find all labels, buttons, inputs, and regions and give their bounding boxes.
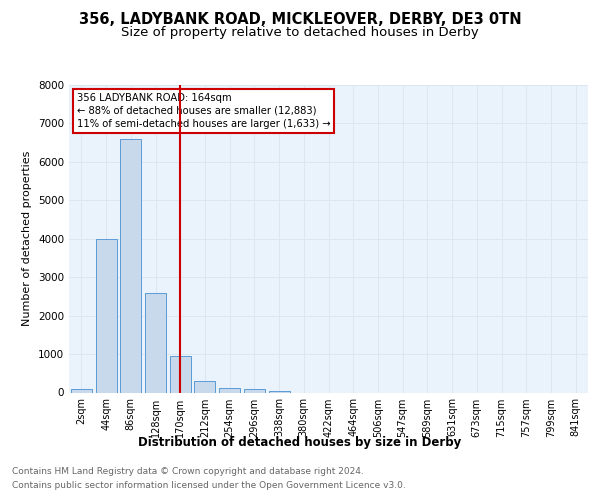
Bar (244, 388, 265, 392)
Y-axis label: Number of detached properties: Number of detached properties (22, 151, 32, 326)
Bar (95, 239, 116, 392)
Bar (120, 139, 141, 392)
Bar (219, 388, 240, 392)
Text: 356 LADYBANK ROAD: 164sqm
← 88% of detached houses are smaller (12,883)
11% of s: 356 LADYBANK ROAD: 164sqm ← 88% of detac… (77, 92, 331, 129)
Bar (145, 292, 166, 392)
Bar (194, 381, 215, 392)
Text: Distribution of detached houses by size in Derby: Distribution of detached houses by size … (139, 436, 461, 449)
Text: Contains public sector information licensed under the Open Government Licence v3: Contains public sector information licen… (12, 480, 406, 490)
Text: Contains HM Land Registry data © Crown copyright and database right 2024.: Contains HM Land Registry data © Crown c… (12, 466, 364, 475)
Text: 356, LADYBANK ROAD, MICKLEOVER, DERBY, DE3 0TN: 356, LADYBANK ROAD, MICKLEOVER, DERBY, D… (79, 12, 521, 26)
Bar (269, 390, 290, 392)
Bar (71, 388, 92, 392)
Text: Size of property relative to detached houses in Derby: Size of property relative to detached ho… (121, 26, 479, 39)
Bar (170, 356, 191, 393)
